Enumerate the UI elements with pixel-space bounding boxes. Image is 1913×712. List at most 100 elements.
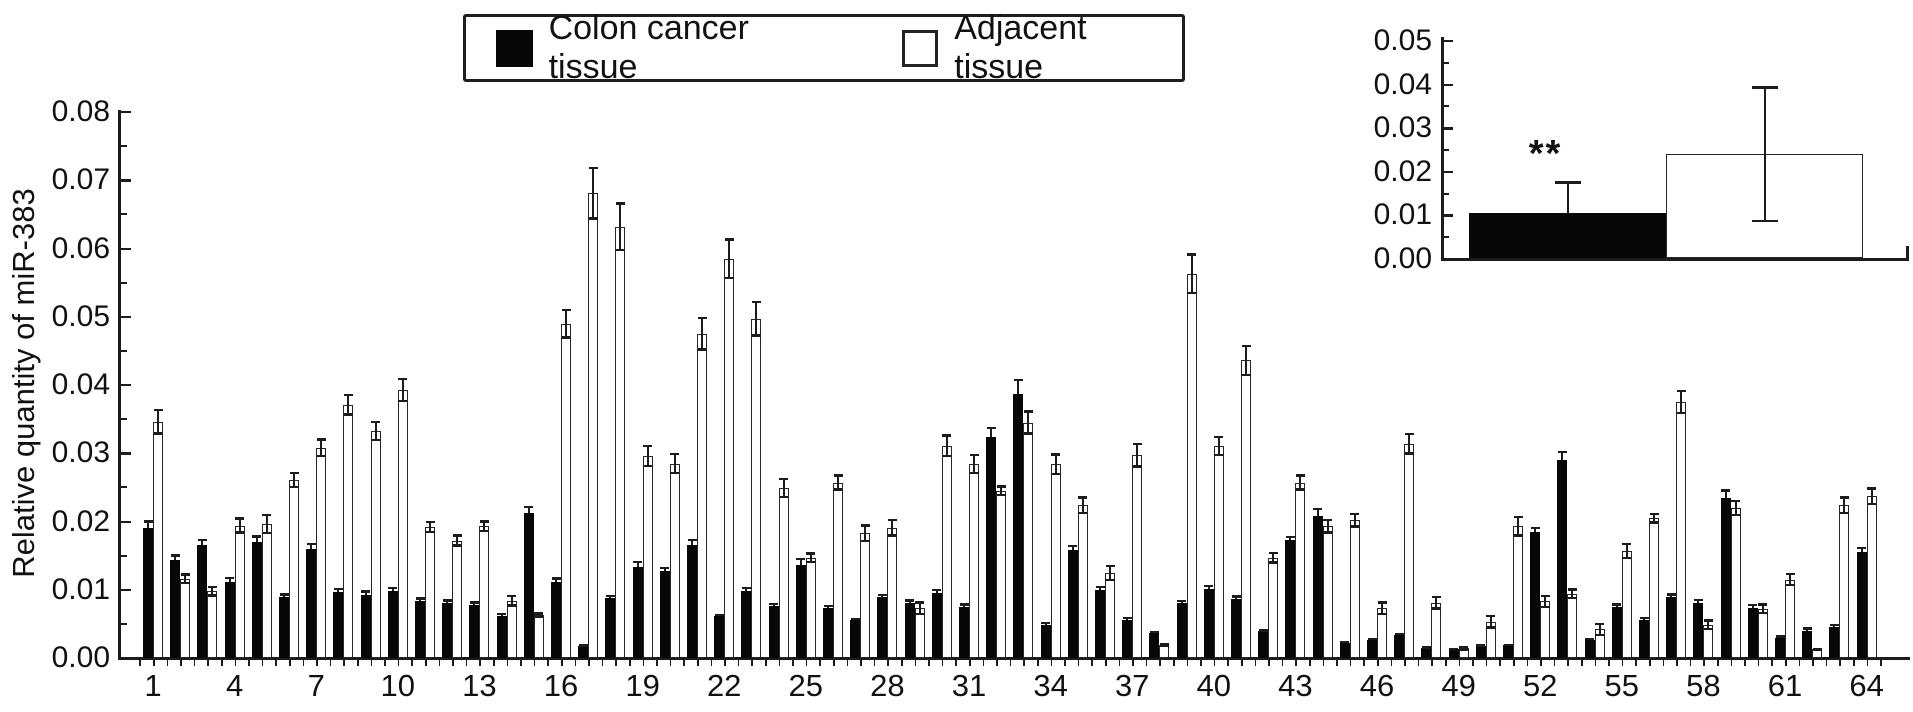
x-tick	[1662, 660, 1665, 666]
errorbar-adjacent-sample-57-bottom-cap	[1676, 411, 1686, 415]
errorbar-adjacent-sample-14-bottom-cap	[507, 604, 517, 607]
errorbar-adjacent-sample-61-stem	[1789, 572, 1791, 587]
errorbar-colon-cancer-sample-3-top-cap	[197, 538, 207, 541]
errorbar-adjacent-sample-31-top-cap	[969, 453, 979, 457]
errorbar-colon-cancer-sample-24-top-cap	[769, 602, 779, 606]
errorbar-adjacent-sample-9-bottom-cap	[371, 438, 381, 441]
bar-adjacent-sample-8	[343, 404, 354, 658]
x-tick	[751, 660, 753, 666]
errorbar-adjacent-sample-22-top-cap	[724, 238, 734, 241]
x-tick-label-13: 13	[462, 668, 497, 703]
errorbar-colon-cancer-sample-54	[1585, 637, 1595, 640]
errorbar-adjacent-sample-57-top-cap	[1676, 389, 1686, 393]
errorbar-adjacent-sample-39-top-cap	[1187, 253, 1197, 256]
errorbar-adjacent-sample-10	[398, 377, 408, 403]
errorbar-colon-cancer-sample-51-top-cap	[1503, 643, 1513, 647]
y-tick	[121, 179, 131, 182]
x-tick	[1295, 660, 1297, 666]
errorbar-colon-cancer-sample-16	[551, 577, 561, 583]
x-tick	[234, 660, 237, 666]
errorbar-adjacent-sample-55-stem	[1625, 542, 1628, 560]
x-tick-label-61: 61	[1767, 668, 1803, 703]
errorbar-adjacent-sample-13-bottom-cap	[479, 530, 489, 533]
x-tick	[316, 660, 318, 666]
errorbar-colon-cancer-sample-9	[361, 590, 371, 595]
bar-adjacent-sample-47	[1404, 443, 1415, 658]
errorbar-colon-cancer-sample-1	[143, 520, 153, 528]
errorbar-adjacent-sample-54-bottom-cap	[1595, 633, 1605, 637]
errorbar-colon-cancer-sample-30	[932, 589, 942, 594]
errorbar-adjacent-sample-15-stem	[537, 612, 540, 618]
inset-plot-area	[1444, 40, 1906, 258]
errorbar-adjacent-sample-19-top-cap	[643, 445, 653, 448]
errorbar-adjacent-sample-47	[1404, 432, 1414, 455]
x-tick-label-64: 64	[1849, 668, 1884, 703]
errorbar-colon-cancer-sample-45	[1340, 640, 1350, 644]
y-tick-label-0.08: 0.08	[51, 95, 110, 128]
x-tick	[1458, 660, 1461, 666]
errorbar-colon-cancer-sample-22-top-cap	[714, 613, 724, 617]
x-tick-label-37: 37	[1114, 668, 1150, 703]
x-tick	[1676, 660, 1678, 666]
x-tick	[275, 660, 277, 666]
errorbar-adjacent-sample-14-top-cap	[507, 594, 517, 597]
errorbar-colon-cancer-sample-7-stem	[310, 542, 313, 549]
errorbar-colon-cancer-sample-36-top-cap	[1095, 585, 1105, 589]
errorbar-adjacent-sample-27	[860, 524, 870, 542]
inset-y-tick	[1444, 40, 1453, 43]
bar-adjacent-sample-64	[1866, 496, 1877, 658]
errorbar-adjacent-sample-45	[1350, 512, 1360, 528]
bar-colon-cancer-sample-49	[1448, 649, 1459, 658]
errorbar-adjacent-sample-13	[479, 520, 489, 533]
inset-y-tick	[1444, 127, 1453, 130]
errorbar-colon-cancer-sample-27	[850, 617, 860, 621]
bar-adjacent-sample-39	[1186, 273, 1197, 658]
x-tick	[1200, 660, 1202, 666]
errorbar-adjacent-sample-49	[1459, 646, 1469, 651]
errorbar-adjacent-sample-24	[779, 477, 789, 499]
errorbar-colon-cancer-sample-4	[225, 576, 235, 582]
errorbar-adjacent-sample-33	[1023, 410, 1033, 435]
errorbar-adjacent-sample-39-bottom-cap	[1187, 291, 1197, 295]
x-tick	[1173, 660, 1175, 666]
x-tick	[1023, 660, 1025, 666]
y-tick	[121, 657, 131, 660]
bar-colon-cancer-sample-35	[1067, 550, 1078, 658]
legend-label-colon-cancer: Colon cancer tissue	[548, 9, 749, 86]
x-tick	[1431, 660, 1433, 666]
x-tick	[724, 660, 726, 666]
x-tick	[1050, 660, 1053, 666]
errorbar-adjacent-sample-23	[751, 301, 761, 337]
inset-y-tick	[1444, 258, 1453, 261]
errorbar-adjacent-sample-25-stem	[809, 552, 812, 564]
x-tick	[1717, 660, 1719, 666]
y-tick	[121, 111, 131, 114]
errorbar-colon-cancer-sample-40-top-cap	[1204, 584, 1214, 588]
x-tick	[1091, 660, 1093, 666]
x-tick-label-52: 52	[1522, 668, 1558, 703]
x-tick	[370, 660, 373, 666]
errorbar-adjacent-sample-32-stem	[1000, 485, 1003, 497]
bar-colon-cancer-sample-31	[959, 606, 969, 658]
errorbar-adjacent-sample-47-stem	[1408, 432, 1411, 455]
errorbar-colon-cancer-sample-55-top-cap	[1612, 603, 1622, 606]
errorbar-colon-cancer-sample-20	[660, 566, 670, 572]
errorbar-adjacent-sample-53-top-cap	[1567, 588, 1577, 591]
bar-adjacent-sample-30	[941, 445, 952, 658]
x-tick	[1349, 660, 1352, 666]
x-tick	[289, 660, 291, 666]
bar-colon-cancer-sample-29	[904, 602, 915, 658]
errorbar-adjacent-sample-48	[1431, 595, 1441, 610]
x-tick	[697, 660, 699, 666]
errorbar-colon-cancer-sample-7	[306, 542, 316, 549]
bar-colon-cancer-sample-32	[986, 436, 997, 658]
errorbar-adjacent-sample-26-stem	[837, 474, 839, 491]
x-tick	[1608, 660, 1610, 666]
bar-adjacent-sample-12	[452, 540, 463, 658]
errorbar-adjacent-sample-7-bottom-cap	[316, 454, 326, 458]
errorbar-adjacent-sample-38-top-cap	[1159, 643, 1169, 646]
bar-adjacent-sample-17	[588, 193, 599, 658]
errorbar-colon-cancer-sample-21	[687, 538, 697, 546]
errorbar-adjacent-sample-5-top-cap	[262, 514, 272, 517]
y-minor-tick	[121, 281, 127, 284]
